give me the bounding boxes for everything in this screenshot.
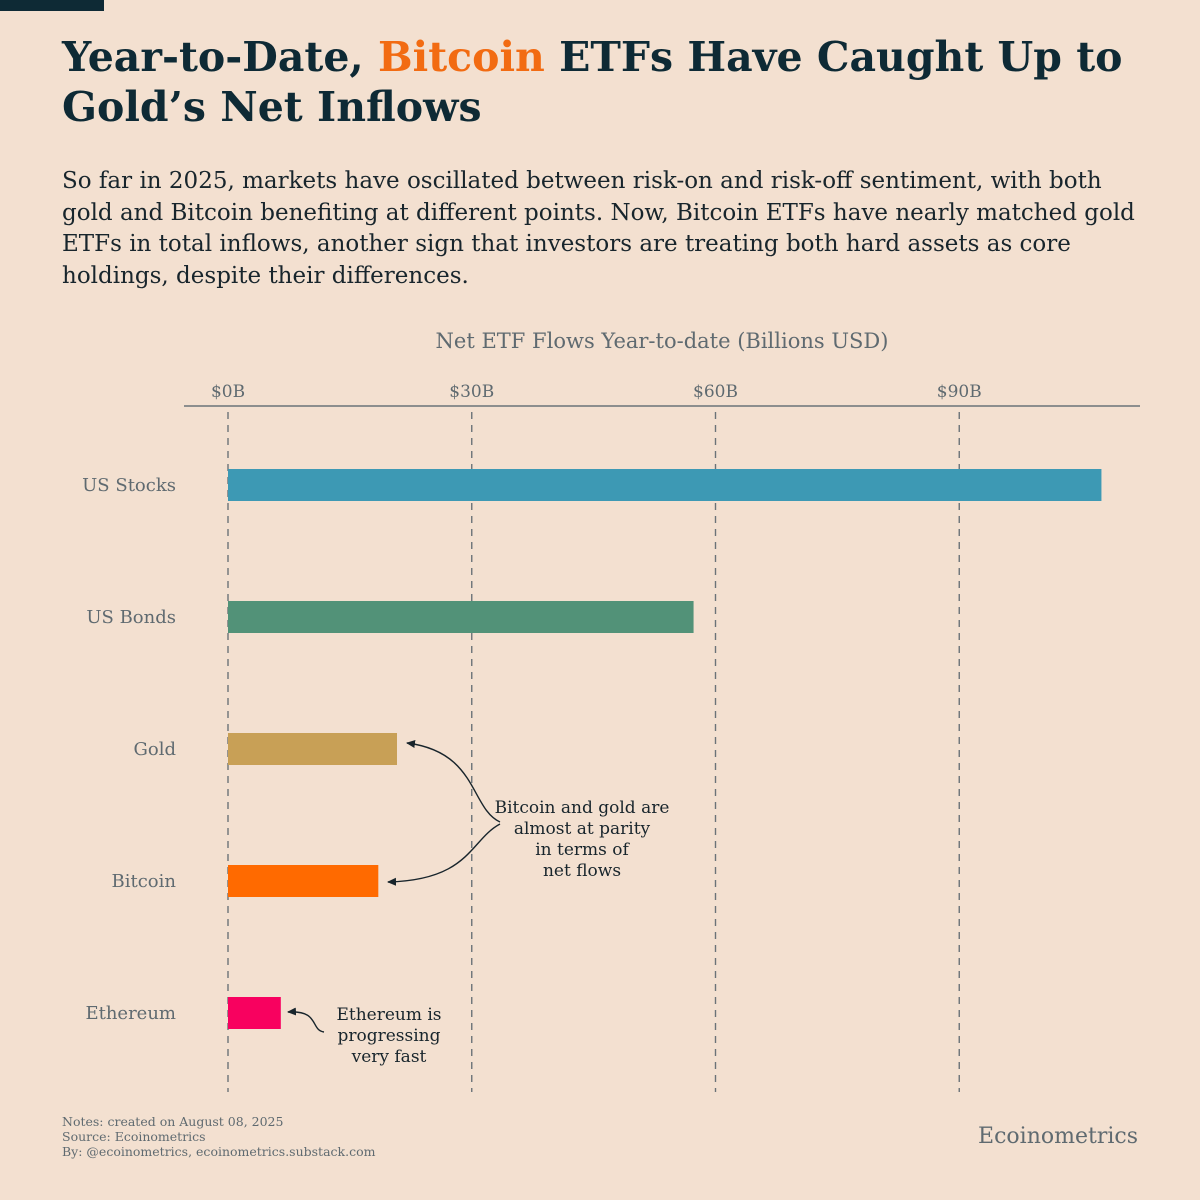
category-label-us-stocks: US Stocks: [82, 475, 176, 496]
bar-us-bonds: [228, 601, 694, 633]
subtitle: So far in 2025, markets have oscillated …: [62, 168, 1135, 289]
corner-accent-bar: [0, 0, 104, 11]
bar-us-stocks: [228, 469, 1102, 501]
notes-block: Notes: created on August 08, 2025 Source…: [62, 1114, 375, 1159]
annotations: Bitcoin and gold are almost at parity in t…: [287, 740, 670, 1067]
category-label-us-bonds: US Bonds: [86, 607, 176, 628]
tick-labels: $0B $30B $60B $90B: [211, 382, 982, 402]
category-label-bitcoin: Bitcoin: [112, 871, 177, 892]
page-title: Year-to-Date, Bitcoin ETFs Have Caught U…: [62, 32, 1162, 132]
category-label-gold: Gold: [134, 739, 177, 760]
annotation-text: Bitcoin and gold are almost at parity in t…: [495, 798, 670, 881]
arrow-to-ethereum: [287, 1007, 325, 1033]
notes-by: By: @ecoinometrics, ecoinometrics.substa…: [62, 1144, 376, 1159]
arrow-to-bitcoin: [387, 823, 501, 886]
title-highlight: Bitcoin: [377, 33, 545, 81]
chart-title: Net ETF Flows Year-to-date (Billions USD…: [436, 329, 889, 353]
brand-logo-text: Ecoinometrics: [978, 1124, 1138, 1149]
annotation-text: Ethereum is progressing very fast: [336, 1005, 441, 1067]
arrow-to-gold: [406, 740, 501, 823]
tick-label: $90B: [937, 382, 982, 402]
bar-ethereum: [228, 997, 281, 1029]
notes-date: Notes: created on August 08, 2025: [62, 1114, 284, 1129]
category-labels: US Stocks US Bonds Gold Bitcoin Ethereum: [82, 475, 176, 1024]
bars: [228, 469, 1102, 1029]
tick-label: $30B: [449, 382, 494, 402]
bar-gold: [228, 733, 397, 765]
title-part-1: Year-to-Date,: [62, 33, 378, 81]
tick-label: $0B: [211, 382, 245, 402]
title-part-2: ETFs Have Caught Up to Gold’s Net Inflow…: [62, 33, 1123, 131]
notes-source: Source: Ecoinometrics: [62, 1129, 206, 1144]
category-label-ethereum: Ethereum: [85, 1003, 176, 1024]
tick-label: $60B: [693, 382, 738, 402]
bar-bitcoin: [228, 865, 379, 897]
